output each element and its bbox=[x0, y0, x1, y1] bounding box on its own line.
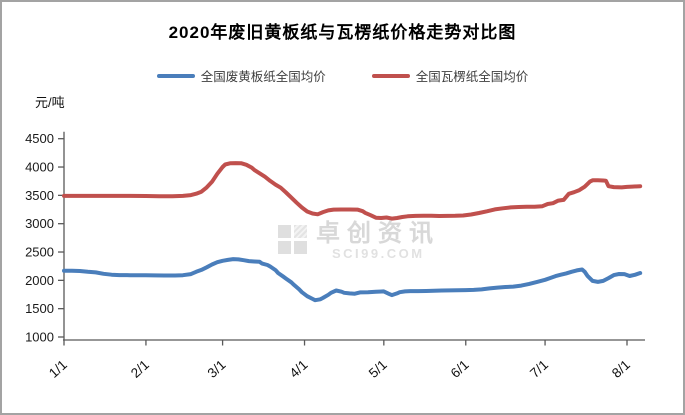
x-tick-label: 2/1 bbox=[128, 357, 152, 381]
y-tick-label: 1500 bbox=[25, 301, 54, 316]
chart-legend: 全国废黄板纸全国均价 全国瓦楞纸全国均价 bbox=[2, 66, 683, 85]
waste-yellow-paper-price-line bbox=[62, 257, 643, 303]
chart-title: 2020年废旧黄板纸与瓦楞纸价格走势对比图 bbox=[168, 23, 517, 42]
x-tick-label: 3/1 bbox=[205, 357, 229, 381]
watermark: 卓创资讯 SCI99.COM bbox=[278, 222, 440, 260]
watermark-domain: SCI99.COM bbox=[332, 246, 425, 261]
x-tick-label: 4/1 bbox=[287, 357, 311, 381]
legend-label-corrugated-paper: 全国瓦楞纸全国均价 bbox=[415, 70, 529, 84]
legend-item-waste-yellow-paper: 全国废黄板纸全国均价 bbox=[156, 66, 326, 85]
y-tick-label: 3000 bbox=[25, 216, 54, 231]
watermark-name: 卓创资讯 bbox=[316, 220, 440, 247]
x-tick-label: 7/1 bbox=[527, 357, 551, 381]
x-tick-label: 8/1 bbox=[609, 357, 633, 381]
y-tick-label: 3500 bbox=[25, 188, 54, 203]
y-tick-label: 4000 bbox=[25, 160, 54, 175]
legend-label-waste-yellow-paper: 全国废黄板纸全国均价 bbox=[200, 70, 326, 84]
y-tick-label: 2000 bbox=[25, 273, 54, 288]
y-axis-unit-label: 元/吨 bbox=[35, 95, 65, 110]
corrugated-paper-price-line bbox=[62, 161, 643, 221]
x-tick-label: 6/1 bbox=[448, 357, 472, 381]
x-tick-label: 5/1 bbox=[366, 357, 390, 381]
y-tick-label: 2500 bbox=[25, 245, 54, 260]
legend-item-corrugated-paper: 全国瓦楞纸全国均价 bbox=[371, 66, 529, 85]
watermark-logo-icon bbox=[278, 225, 308, 255]
y-tick-label: 1000 bbox=[25, 330, 54, 345]
y-tick-label: 4500 bbox=[25, 131, 54, 146]
blue-line-swatch-icon bbox=[156, 73, 195, 78]
x-tick-label: 1/1 bbox=[46, 357, 70, 381]
red-line-swatch-icon bbox=[371, 73, 410, 78]
